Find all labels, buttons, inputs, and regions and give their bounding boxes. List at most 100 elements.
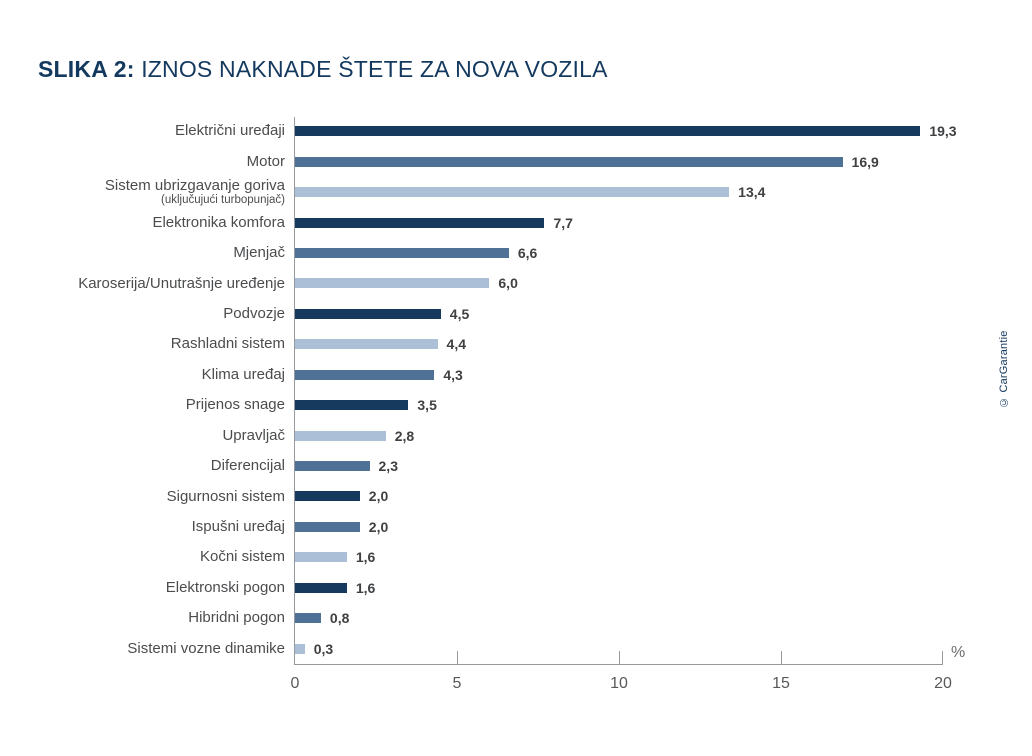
- bar: [295, 247, 509, 258]
- bar-value-label: 0,3: [313, 640, 334, 657]
- row-label: Sigurnosni sistem: [166, 487, 285, 505]
- bar-value-label: 4,4: [446, 336, 467, 353]
- row-label: Električni uređaji: [174, 122, 285, 140]
- bar: [295, 643, 305, 654]
- x-tick-label-15: 15: [772, 675, 790, 692]
- bar-value-label: 2,0: [368, 488, 389, 505]
- bar: [295, 613, 321, 624]
- row-label: Elektronski pogon: [165, 578, 285, 596]
- bar: [295, 369, 435, 380]
- chart-row: Upravljač 2,8: [18, 420, 998, 450]
- bar-track: 2,3: [295, 451, 398, 481]
- chart-row: Diferencijal 2,3: [18, 451, 998, 481]
- bar: [295, 491, 360, 502]
- row-label: Rashladni sistem: [170, 335, 285, 353]
- bar: [295, 156, 843, 167]
- bar-track: 13,4: [295, 177, 765, 207]
- chart-row: Karoserija/Unutrašnje uređenje 6,0: [18, 268, 998, 298]
- copyright-credit: © CarGarantie: [998, 330, 1010, 408]
- bar-value-label: 16,9: [851, 153, 879, 170]
- row-label: Mjenjač: [233, 244, 285, 262]
- bar-value-label: 2,8: [394, 427, 415, 444]
- row-label: Klima uređaj: [201, 365, 285, 383]
- row-label: Sistemi vozne dinamike: [127, 639, 285, 657]
- figure-title-prefix: SLIKA 2:: [38, 56, 135, 82]
- bar: [295, 461, 370, 472]
- bar-value-label: 19,3: [929, 123, 957, 140]
- x-tick-label-0: 0: [290, 675, 300, 692]
- figure-title-text: IZNOS NAKNADE ŠTETE ZA NOVA VOZILA: [141, 56, 608, 82]
- chart-row: Rashladni sistem 4,4: [18, 329, 998, 359]
- x-axis-tick: [781, 651, 782, 664]
- bar-value-label: 4,3: [443, 366, 463, 383]
- bar-value-label: 0,8: [329, 610, 350, 627]
- bar-value-label: 1,6: [355, 579, 376, 596]
- row-label: Hibridni pogon: [188, 609, 285, 627]
- bar-track: 6,0: [295, 268, 518, 298]
- bar-track: 0,8: [295, 603, 349, 633]
- chart-row: Prijenos snage 3,5: [18, 390, 998, 420]
- bar-value-label: 13,4: [738, 184, 766, 201]
- row-label: Prijenos snage: [185, 396, 285, 414]
- bar-track: 4,5: [295, 299, 469, 329]
- chart-row: Sistem ubrizgavanje goriva (uključujući t…: [18, 177, 998, 207]
- bar-rows: Električni uređaji 19,3 Motor 16,9 Sistem ub…: [18, 116, 998, 664]
- chart-row: Klima uređaj 4,3: [18, 360, 998, 390]
- bar-track: 1,6: [295, 573, 375, 603]
- chart-row: Kočni sistem 1,6: [18, 542, 998, 572]
- x-axis-tick: [619, 651, 620, 664]
- bar-value-label: 1,6: [355, 549, 376, 566]
- bar: [295, 521, 360, 532]
- x-axis-tick: [457, 651, 458, 664]
- row-label: Diferencijal: [210, 457, 285, 475]
- chart-row: Mjenjač 6,6: [18, 238, 998, 268]
- bar-value-label: 4,5: [449, 305, 470, 322]
- chart-row: Motor 16,9: [18, 146, 998, 176]
- bar: [295, 308, 441, 319]
- row-label: Elektronika komfora: [152, 213, 285, 231]
- bar: [295, 552, 347, 563]
- row-label: Ispušni uređaj: [191, 518, 285, 536]
- chart-row: Hibridni pogon 0,8: [18, 603, 998, 633]
- chart-row: Sigurnosni sistem 2,0: [18, 481, 998, 511]
- row-label: Motor: [246, 152, 285, 170]
- bar: [295, 278, 490, 289]
- row-label: Upravljač: [222, 426, 285, 444]
- bar-track: 2,0: [295, 512, 388, 542]
- chart-row: Ispušni uređaj 2,0: [18, 512, 998, 542]
- bar-track: 4,3: [295, 360, 463, 390]
- figure-title: SLIKA 2: IZNOS NAKNADE ŠTETE ZA NOVA VOZ…: [38, 54, 608, 84]
- bar: [295, 339, 438, 350]
- row-label: Podvozje: [223, 304, 285, 322]
- bar: [295, 126, 921, 137]
- bar-track: 7,7: [295, 207, 573, 237]
- bar: [295, 217, 545, 228]
- bar-track: 6,6: [295, 238, 537, 268]
- bar-value-label: 2,3: [378, 458, 398, 475]
- x-axis-tick: [942, 651, 943, 664]
- bar-value-label: 2,0: [368, 518, 389, 535]
- x-tick-label-5: 5: [452, 675, 462, 692]
- bar-track: 19,3: [295, 116, 957, 146]
- bar: [295, 430, 386, 441]
- bar: [295, 582, 347, 593]
- row-label: Kočni sistem: [199, 548, 285, 566]
- chart-row: Elektronika komfora 7,7: [18, 207, 998, 237]
- bar-value-label: 3,5: [417, 397, 437, 414]
- row-sublabel: (uključujući turbopunjač): [160, 194, 285, 207]
- bar-value-label: 7,7: [553, 214, 573, 231]
- bar: [295, 400, 409, 411]
- bar: [295, 187, 730, 198]
- x-axis-unit-label: %: [951, 644, 966, 661]
- x-axis-line: [294, 664, 943, 665]
- x-tick-label-10: 10: [610, 675, 628, 692]
- bar-track: 4,4: [295, 329, 466, 359]
- bar-track: 2,0: [295, 481, 388, 511]
- bar-track: 16,9: [295, 146, 879, 176]
- bar-track: 3,5: [295, 390, 437, 420]
- chart-row: Sistemi vozne dinamike 0,3: [18, 633, 998, 663]
- chart-row: Elektronski pogon 1,6: [18, 573, 998, 603]
- chart-row: Električni uređaji 19,3: [18, 116, 998, 146]
- bar-track: 2,8: [295, 420, 414, 450]
